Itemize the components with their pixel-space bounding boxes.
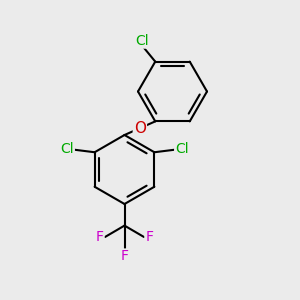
Text: Cl: Cl [60, 142, 74, 156]
Text: F: F [146, 230, 153, 244]
Text: F: F [96, 230, 104, 244]
Text: F: F [121, 250, 128, 263]
Text: O: O [134, 121, 146, 136]
Text: Cl: Cl [135, 34, 148, 48]
Text: Cl: Cl [175, 142, 189, 156]
